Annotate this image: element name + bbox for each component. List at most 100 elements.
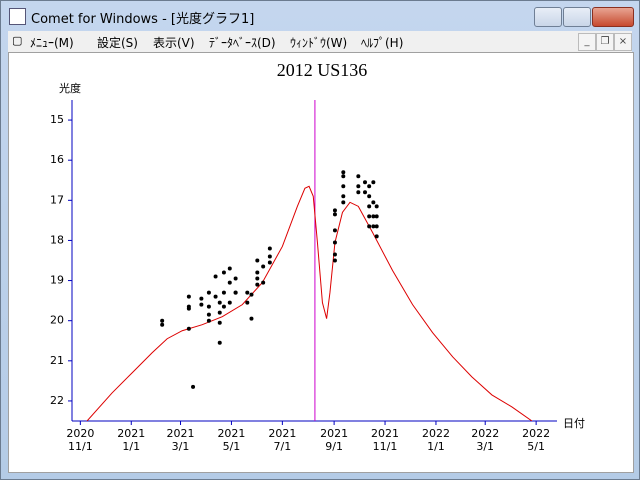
x-tick-label: 2022 5/1 [522, 427, 550, 453]
observation [371, 200, 376, 205]
observation [367, 224, 372, 229]
observation [186, 304, 191, 309]
observation [227, 266, 232, 271]
observation [332, 228, 337, 233]
observation [191, 384, 196, 389]
y-tick-label: 21 [50, 354, 64, 367]
observation [341, 200, 346, 205]
observation [267, 260, 272, 265]
y-tick-label: 15 [50, 113, 64, 126]
window-title: Comet for Windows - [光度グラフ1] [31, 12, 255, 27]
observation [199, 302, 204, 307]
observation [371, 180, 376, 185]
app-icon [9, 8, 26, 25]
observation [363, 180, 368, 185]
observation [356, 190, 361, 195]
observation [186, 294, 191, 299]
plot [86, 170, 533, 421]
observation [363, 190, 368, 195]
observation [356, 174, 361, 179]
x-tick-label: 2022 3/1 [471, 427, 499, 453]
observation [206, 312, 211, 317]
x-tick-label: 2021 1/1 [117, 427, 145, 453]
observation [255, 282, 260, 287]
y-tick-label: 16 [50, 153, 64, 166]
minimize-button[interactable] [534, 7, 562, 27]
observation [217, 300, 222, 305]
observation [341, 194, 346, 199]
observation [245, 300, 250, 305]
observation [332, 212, 337, 217]
mdi-icon: ▢ [12, 34, 23, 47]
observation [199, 296, 204, 301]
observation [332, 240, 337, 245]
x-tick-label: 2021 11/1 [371, 427, 399, 453]
child-restore[interactable]: ❐ [596, 33, 614, 51]
close-button[interactable] [592, 7, 634, 27]
chart-area: 2012 US136 光度 日付 15 16 17 18 19 20 21 22 2020 11/… [8, 52, 634, 473]
observation [341, 174, 346, 179]
observation [221, 304, 226, 309]
observation [217, 320, 222, 325]
observation [374, 224, 379, 229]
observation [227, 300, 232, 305]
observation [267, 254, 272, 259]
child-close[interactable]: × [614, 33, 632, 51]
observation [371, 214, 376, 219]
child-minimize[interactable]: _ [578, 33, 596, 51]
observation [206, 290, 211, 295]
x-tick-label: 2022 1/1 [422, 427, 450, 453]
observation [255, 258, 260, 263]
observation [221, 290, 226, 295]
observation [227, 280, 232, 285]
y-tick-label: 19 [50, 274, 64, 287]
menu-item[interactable]: 設定(S) [97, 36, 138, 50]
observation [249, 292, 254, 297]
observation [213, 294, 218, 299]
observation [221, 270, 226, 275]
menu-bar: ▢ ﾒﾆｭｰ(M) 設定(S) 表示(V) ﾃﾞｰﾀﾍﾞｰｽ(D) ｳｨﾝﾄﾞｳ… [8, 31, 632, 52]
observation [217, 340, 222, 345]
maximize-button[interactable] [563, 7, 591, 27]
observation [374, 234, 379, 239]
observation [374, 204, 379, 209]
x-tick-label: 2021 7/1 [268, 427, 296, 453]
observation [186, 326, 191, 331]
menu-item[interactable]: ﾒﾆｭｰ(M) [30, 36, 74, 50]
x-tick-label: 2020 11/1 [66, 427, 94, 453]
observation [261, 264, 266, 269]
x-tick-label: 2021 9/1 [320, 427, 348, 453]
observation [160, 318, 165, 323]
observation [341, 184, 346, 189]
menu-item[interactable]: ﾃﾞｰﾀﾍﾞｰｽ(D) [209, 36, 276, 50]
observation [367, 214, 372, 219]
observation [332, 258, 337, 263]
observation [367, 184, 372, 189]
observation [255, 270, 260, 275]
chart-title: 2012 US136 [277, 60, 368, 80]
x-axis-label: 日付 [563, 417, 585, 430]
observation [267, 246, 272, 251]
menu-item[interactable]: ｳｨﾝﾄﾞｳ(W) [290, 36, 348, 50]
observation [367, 204, 372, 209]
observation [233, 290, 238, 295]
observation [213, 274, 218, 279]
observation [356, 184, 361, 189]
observation [371, 224, 376, 229]
observation [217, 310, 222, 315]
observation [233, 276, 238, 281]
y-tick-label: 20 [50, 314, 64, 327]
menu-item[interactable]: ﾍﾙﾌﾟ(H) [361, 36, 404, 50]
title-bar: Comet for Windows - [光度グラフ1] [1, 1, 639, 31]
observation [255, 276, 260, 281]
observation [332, 208, 337, 213]
observation [374, 214, 379, 219]
observation [332, 252, 337, 257]
y-tick-label: 17 [50, 193, 64, 206]
chart: 2012 US136 光度 日付 15 16 17 18 19 20 21 22 2020 11/… [50, 60, 585, 453]
menu-item[interactable]: 表示(V) [153, 36, 195, 50]
observation [367, 194, 372, 199]
y-tick-label: 22 [50, 394, 64, 407]
observation [341, 170, 346, 175]
